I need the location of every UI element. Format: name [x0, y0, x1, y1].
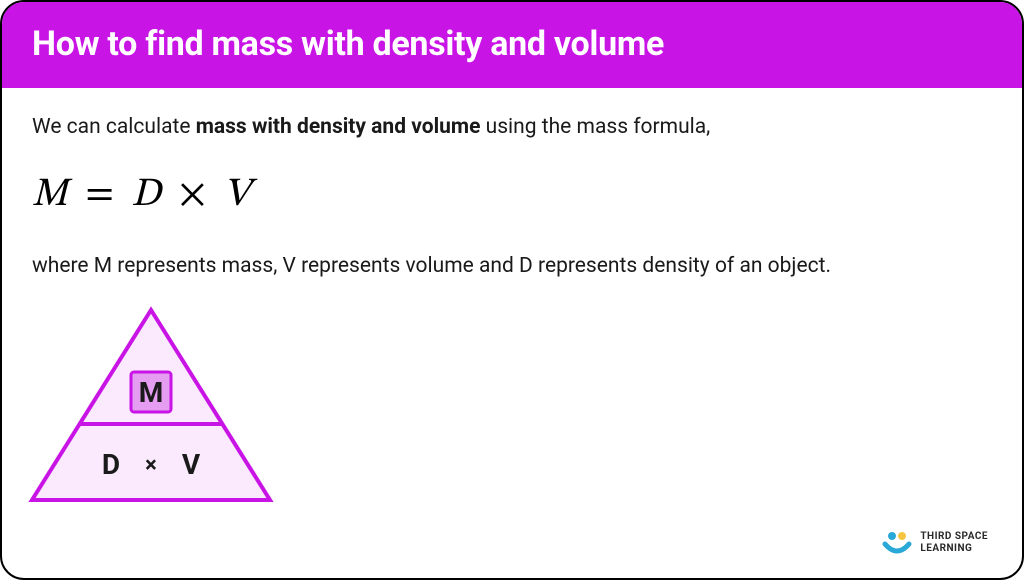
triangle-label-d: D — [102, 448, 120, 481]
logo-smile — [885, 544, 909, 551]
triangle-label-times: × — [145, 453, 157, 478]
logo-dot-left — [888, 532, 896, 540]
triangle-svg: M D × V — [26, 302, 276, 507]
intro-prefix: We can calculate — [32, 115, 196, 139]
formula-triangle: M D × V — [26, 302, 992, 511]
card-title: How to find mass with density and volume — [32, 24, 992, 64]
card-header: How to find mass with density and volume — [2, 2, 1022, 88]
logo-dot-right — [898, 532, 906, 540]
brand-logo: THIRD SPACE LEARNING — [882, 530, 988, 556]
intro-suffix: using the mass formula, — [480, 115, 710, 139]
mass-formula: M = D × V — [32, 170, 992, 220]
triangle-label-v: V — [182, 448, 201, 481]
intro-bold: mass with density and volume — [196, 115, 481, 139]
triangle-label-m: M — [139, 376, 164, 409]
formula-v: V — [223, 175, 251, 215]
logo-line2: LEARNING — [920, 543, 988, 555]
intro-text: We can calculate mass with density and v… — [32, 112, 992, 144]
info-card: How to find mass with density and volume… — [0, 0, 1024, 580]
logo-icon — [882, 530, 912, 556]
formula-lhs: M — [32, 175, 69, 215]
formula-times: × — [172, 175, 214, 215]
logo-line1: THIRD SPACE — [920, 531, 988, 543]
formula-d: D — [131, 175, 161, 215]
formula-equals: = — [79, 175, 121, 215]
card-content: We can calculate mass with density and v… — [2, 88, 1022, 531]
formula-description: where M represents mass, V represents vo… — [32, 250, 952, 283]
logo-text: THIRD SPACE LEARNING — [920, 531, 988, 555]
